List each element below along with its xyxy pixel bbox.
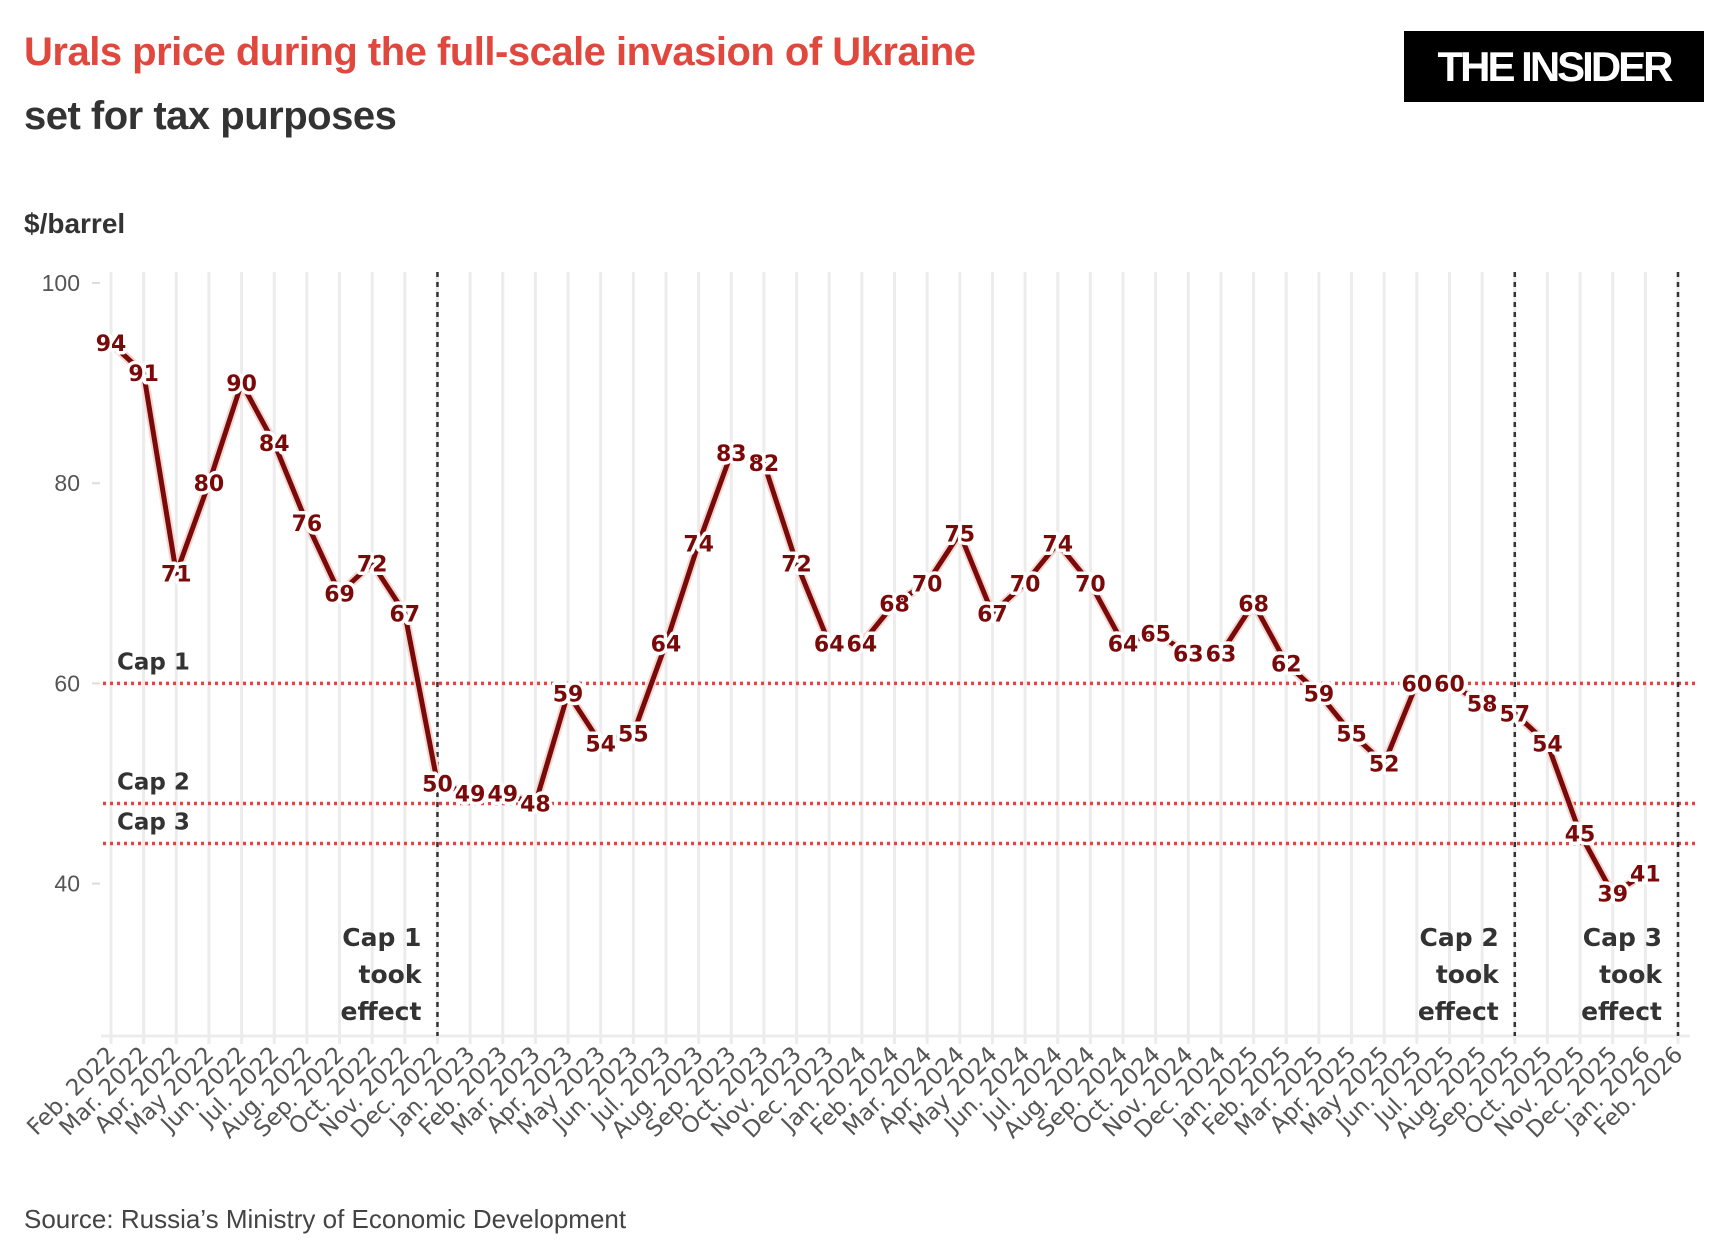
data-label: 74 — [683, 532, 714, 557]
y-axis-label: $/barrel — [24, 208, 126, 239]
data-label: 68 — [879, 592, 910, 617]
data-label: 84 — [259, 432, 290, 457]
y-tick-label: 100 — [42, 270, 80, 296]
y-tick-label: 40 — [54, 871, 80, 897]
data-label: 59 — [553, 682, 584, 707]
data-label: 75 — [944, 522, 975, 547]
data-label: 55 — [1336, 722, 1367, 747]
cap-line-label: Cap 3 — [117, 810, 190, 836]
data-label: 72 — [781, 552, 812, 577]
data-label: 64 — [1108, 632, 1139, 657]
event-annotation: took — [359, 960, 423, 989]
data-label: 64 — [814, 632, 845, 657]
event-annotation: took — [1436, 960, 1500, 989]
data-label: 91 — [128, 362, 159, 387]
data-label: 67 — [977, 602, 1008, 627]
source-note: Source: Russia’s Ministry of Economic De… — [24, 1204, 627, 1234]
data-label: 39 — [1597, 883, 1628, 908]
event-annotation: effect — [341, 997, 422, 1026]
data-label: 90 — [226, 372, 257, 397]
data-label: 94 — [96, 332, 127, 357]
data-label: 63 — [1206, 642, 1237, 667]
y-tick-label: 60 — [54, 670, 80, 696]
event-annotation: Cap 2 — [1420, 923, 1499, 952]
data-label: 62 — [1271, 652, 1302, 677]
data-label: 65 — [1140, 622, 1171, 647]
data-label: 70 — [912, 572, 943, 597]
event-annotation: Cap 3 — [1583, 923, 1662, 952]
event-annotation: effect — [1581, 997, 1662, 1026]
data-label: 64 — [651, 632, 682, 657]
y-tick-label: 80 — [54, 470, 80, 496]
data-label: 59 — [1304, 682, 1335, 707]
data-label: 83 — [716, 442, 747, 467]
data-label: 50 — [422, 773, 453, 798]
data-label: 49 — [487, 783, 518, 808]
data-label: 48 — [520, 793, 551, 818]
data-label: 55 — [618, 722, 649, 747]
chart-title: Urals price during the full-scale invasi… — [24, 30, 976, 74]
data-label: 45 — [1565, 823, 1596, 848]
data-label: 58 — [1467, 692, 1498, 717]
data-label: 41 — [1630, 863, 1661, 888]
cap-line-label: Cap 2 — [117, 770, 190, 796]
cap-line-label: Cap 1 — [117, 649, 190, 675]
data-label: 71 — [161, 562, 192, 587]
data-label: 54 — [585, 732, 616, 757]
data-label: 68 — [1238, 592, 1269, 617]
data-label: 67 — [390, 602, 421, 627]
series-line-halo — [107, 339, 1648, 899]
data-label: 57 — [1499, 702, 1530, 727]
data-label: 52 — [1369, 752, 1400, 777]
event-annotation: took — [1599, 960, 1663, 989]
data-label: 60 — [1402, 672, 1433, 697]
data-label: 82 — [749, 452, 780, 477]
chart-subtitle: set for tax purposes — [24, 94, 397, 138]
the-insider-logo: THE INSIDER — [1404, 31, 1704, 102]
series-line — [109, 341, 1647, 897]
data-label: 76 — [292, 512, 323, 537]
data-label: 63 — [1173, 642, 1204, 667]
data-label: 70 — [1075, 572, 1106, 597]
data-label: 54 — [1532, 732, 1563, 757]
data-label: 72 — [357, 552, 388, 577]
data-label: 80 — [194, 472, 225, 497]
data-label: 74 — [1042, 532, 1073, 557]
data-label: 49 — [455, 783, 486, 808]
data-label: 70 — [1010, 572, 1041, 597]
event-annotation: Cap 1 — [342, 923, 421, 952]
event-annotation: effect — [1418, 997, 1499, 1026]
data-label: 69 — [324, 582, 355, 607]
data-label: 60 — [1434, 672, 1465, 697]
data-label: 64 — [847, 632, 878, 657]
